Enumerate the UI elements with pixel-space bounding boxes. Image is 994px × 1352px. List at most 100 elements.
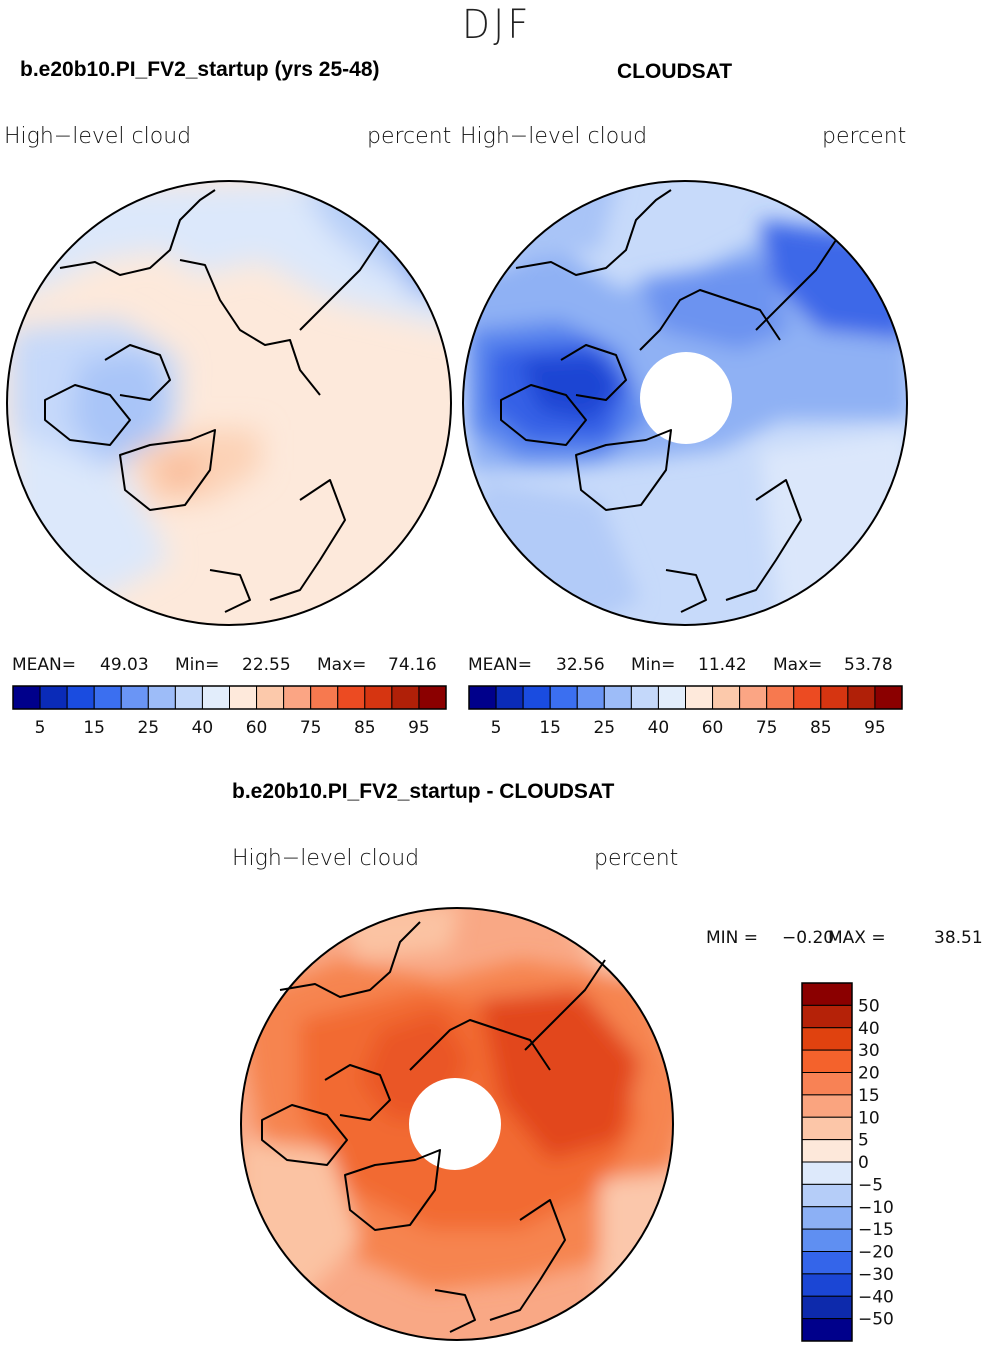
panel1-title: b.e20b10.PI_FV2_startup (yrs 25-48) bbox=[20, 58, 380, 81]
panel3-colorbar-swatch bbox=[801, 1295, 853, 1320]
panel3-colorbar-tick: 40 bbox=[858, 1019, 880, 1039]
panel2-colorbar-tick: 75 bbox=[756, 718, 778, 738]
panel2-max-value: 53.78 bbox=[844, 655, 893, 675]
panel3-colorbar-tick: −10 bbox=[858, 1198, 894, 1218]
panel3-colorbar-swatch bbox=[801, 1228, 853, 1252]
panel2-mean-label: MEAN= bbox=[468, 655, 532, 675]
panel2-colorbar-swatch bbox=[495, 685, 524, 710]
panel3-colorbar-swatch bbox=[801, 1027, 853, 1051]
panel2-colorbar-tick: 95 bbox=[864, 718, 886, 738]
panel1-variable-label: High−level cloud bbox=[4, 124, 192, 149]
panel1-colorbar-swatch bbox=[418, 685, 447, 710]
panel1-colorbar-swatch bbox=[93, 685, 122, 710]
panel1-colorbar-swatch bbox=[174, 685, 203, 710]
panel1-colorbar-swatch bbox=[201, 685, 230, 710]
panel2-title: CLOUDSAT bbox=[617, 60, 733, 83]
season-title: DJF bbox=[462, 2, 532, 48]
panel2-colorbar-tick: 40 bbox=[648, 718, 670, 738]
panel1-colorbar-tick: 85 bbox=[354, 718, 376, 738]
panel1-colorbar-tick: 5 bbox=[35, 718, 46, 738]
panel3-min-label: MIN = bbox=[706, 928, 759, 948]
panel3-coastlines bbox=[261, 921, 606, 1333]
panel2-variable-label: High−level cloud bbox=[460, 124, 648, 149]
panel3-colorbar-swatch bbox=[801, 1094, 853, 1118]
panel1-colorbar-swatch bbox=[66, 685, 95, 710]
panel1-colorbar-tick: 40 bbox=[192, 718, 214, 738]
panel1-colorbar-tick: 60 bbox=[246, 718, 268, 738]
panel2-pole-hole bbox=[640, 352, 732, 444]
panel3-colorbar-tick: 30 bbox=[858, 1041, 880, 1061]
panel3-pole-hole bbox=[409, 1078, 501, 1170]
panel2-colorbar-swatch bbox=[847, 685, 876, 710]
panel3-colorbar-swatch bbox=[801, 1206, 853, 1230]
panel3-colorbar-tick: −40 bbox=[858, 1287, 894, 1307]
panel3-colorbar-swatch bbox=[801, 1072, 853, 1096]
panel1-colorbar-swatch bbox=[147, 685, 176, 710]
panel2-colorbar-swatch bbox=[820, 685, 849, 710]
panel1-max-value: 74.16 bbox=[388, 655, 437, 675]
panel1-colorbar-swatch bbox=[364, 685, 393, 710]
panel1-map-border bbox=[6, 180, 452, 626]
panel2-min-label: Min= bbox=[631, 655, 676, 675]
panel1-colorbar-swatch bbox=[120, 685, 149, 710]
panel1-min-label: Min= bbox=[175, 655, 220, 675]
panel1-colorbar-swatch bbox=[229, 685, 258, 710]
panel3-colorbar-frame bbox=[801, 982, 853, 1342]
panel3-colorbar-tick: 10 bbox=[858, 1108, 880, 1128]
panel1-colorbar-tick: 25 bbox=[137, 718, 159, 738]
panel2-colorbar-tick: 60 bbox=[702, 718, 724, 738]
panel1-min-value: 22.55 bbox=[242, 655, 291, 675]
panel1-colorbar-swatch bbox=[256, 685, 285, 710]
panel1-colorbar-tick: 15 bbox=[83, 718, 105, 738]
panel1-map bbox=[7, 181, 451, 625]
panel3-colorbar-tick: −5 bbox=[858, 1175, 883, 1195]
panel1-units-label: percent bbox=[367, 124, 452, 149]
panel2-colorbar-swatch bbox=[657, 685, 686, 710]
panel3-colorbar-tick: 0 bbox=[858, 1153, 869, 1173]
panel3-colorbar-tick: 15 bbox=[858, 1086, 880, 1106]
panel3-colorbar-swatch bbox=[801, 1183, 853, 1208]
panel2-colorbar-swatch bbox=[468, 685, 497, 710]
panel2-colorbar-swatch bbox=[576, 685, 605, 710]
panel3-title: b.e20b10.PI_FV2_startup - CLOUDSAT bbox=[232, 780, 615, 803]
panel1-colorbar-swatch bbox=[12, 685, 41, 710]
panel3-max-value: 38.51 bbox=[934, 928, 983, 948]
panel2-mean-value: 32.56 bbox=[556, 655, 605, 675]
panel2-colorbar-tick: 15 bbox=[539, 718, 561, 738]
panel1-colorbar-swatch bbox=[39, 685, 68, 710]
panel2-colorbar-swatch bbox=[630, 685, 659, 710]
panel2-units-label: percent bbox=[822, 124, 907, 149]
panel3-colorbar-swatch bbox=[801, 1161, 853, 1185]
panel3-colorbar-swatch bbox=[801, 1116, 853, 1141]
panel1-colorbar-frame bbox=[12, 685, 447, 710]
panel2-colorbar-swatch bbox=[549, 685, 578, 710]
panel2-colorbar-swatch bbox=[603, 685, 632, 710]
panel3-colorbar-tick: −30 bbox=[858, 1265, 894, 1285]
panel2-map-border bbox=[462, 180, 908, 626]
panel2-colorbar-swatch bbox=[685, 685, 714, 710]
panel3-map-border bbox=[240, 907, 674, 1341]
panel3-colorbar-swatch bbox=[801, 1273, 853, 1297]
panel3-colorbar-swatch bbox=[801, 982, 853, 1006]
panel3-colorbar-swatch bbox=[801, 1004, 853, 1029]
panel3-colorbar-swatch bbox=[801, 1049, 853, 1073]
panel2-min-value: 11.42 bbox=[698, 655, 747, 675]
panel1-colorbar-swatch bbox=[310, 685, 339, 710]
panel1-colorbar-swatch bbox=[337, 685, 366, 710]
panel2-colorbar: 5 15 25 40 60 75 85 95 bbox=[468, 685, 903, 738]
panel1-colorbar-swatch bbox=[391, 685, 420, 710]
panel1-colorbar: 5 15 25 40 60 75 85 95 bbox=[12, 685, 447, 738]
panel3-colorbar-tick: 50 bbox=[858, 996, 880, 1016]
panel3-units-label: percent bbox=[594, 846, 679, 871]
panel2-colorbar-swatch bbox=[874, 685, 903, 710]
panel2-colorbar-swatch bbox=[522, 685, 551, 710]
panel2-colorbar-frame bbox=[468, 685, 903, 710]
panel3-colorbar-swatch bbox=[801, 1139, 853, 1163]
panel1-coastlines bbox=[44, 189, 381, 613]
panel1-max-label: Max= bbox=[317, 655, 367, 675]
panel2-coastlines bbox=[500, 189, 837, 613]
panel1-colorbar-tick: 75 bbox=[300, 718, 322, 738]
panel1-mean-label: MEAN= bbox=[12, 655, 76, 675]
panel2-colorbar-swatch bbox=[712, 685, 741, 710]
